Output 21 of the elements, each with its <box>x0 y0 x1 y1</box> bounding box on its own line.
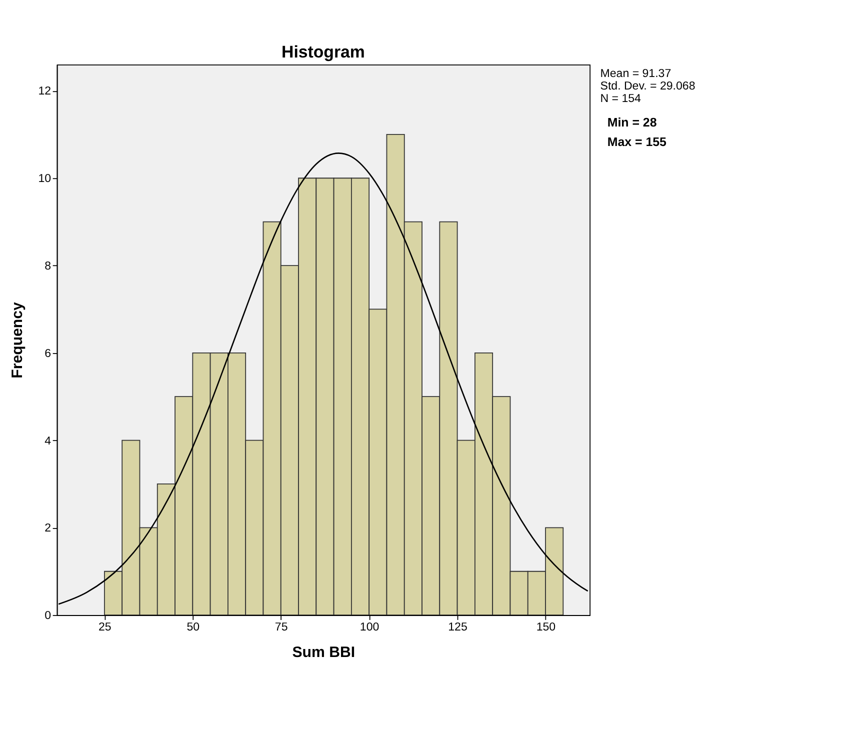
y-tick-label: 12 <box>38 86 52 98</box>
y-tick-label: 6 <box>44 348 52 360</box>
y-tick-label: 8 <box>44 260 52 273</box>
text: N = 154 <box>600 92 642 105</box>
text: Std. Dev. = 29.068 <box>600 80 696 92</box>
text: Min = 28 <box>607 116 657 130</box>
x-tick-label: 150 <box>536 622 556 634</box>
y-tick-label: 0 <box>44 610 52 622</box>
y-tick-label: 10 <box>38 173 52 186</box>
y-tick-label: 4 <box>44 435 52 448</box>
x-tick-label: 50 <box>186 622 200 634</box>
x-tick-label: 100 <box>360 622 380 634</box>
x-tick-label: 25 <box>98 622 112 634</box>
x-tick-label: 125 <box>448 622 468 634</box>
text: Max = 155 <box>607 135 667 150</box>
x-axis-title: Sum BBI <box>292 644 356 662</box>
text: Mean = 91.37 <box>600 68 672 80</box>
chart-title: Histogram <box>282 42 365 62</box>
y-axis-title: Frequency <box>9 302 26 378</box>
x-tick-label: 75 <box>274 622 288 634</box>
y-tick-label: 2 <box>44 522 52 535</box>
